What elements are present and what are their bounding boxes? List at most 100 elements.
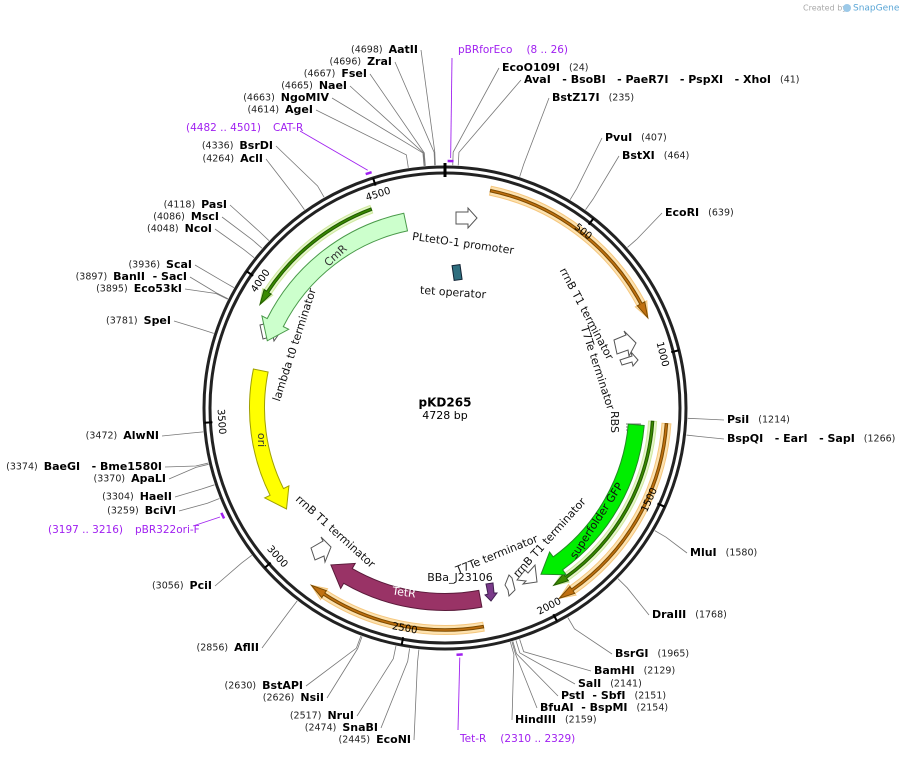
cut-site-line bbox=[420, 49, 436, 166]
enzyme-position: (1214) bbox=[758, 415, 790, 426]
enzyme-position: (2141) bbox=[610, 679, 642, 690]
enzyme-name: AclI bbox=[240, 152, 263, 165]
enzyme-position: (1580) bbox=[726, 548, 758, 559]
terminator-glyph bbox=[504, 574, 516, 598]
enzyme-position: (1965) bbox=[657, 649, 689, 660]
enzyme-name: SpeI bbox=[144, 314, 171, 327]
tick-label: 3500 bbox=[215, 409, 228, 435]
cut-site-line bbox=[184, 288, 228, 300]
enzyme-position: (4698) bbox=[351, 45, 383, 56]
plasmid-size: 4728 bp bbox=[422, 409, 467, 422]
promoter-glyph bbox=[484, 582, 498, 602]
primer-range: (3197 .. 3216) bbox=[48, 524, 123, 536]
cut-site-line bbox=[349, 85, 426, 166]
enzyme-name: SalI bbox=[578, 677, 601, 690]
feature-ori bbox=[249, 368, 290, 510]
enzyme-name: NcoI bbox=[185, 222, 212, 235]
feature-tetr bbox=[330, 562, 483, 611]
enzyme-name: AatII bbox=[389, 43, 418, 56]
enzyme-name: HaeII bbox=[140, 490, 172, 503]
enzyme-name: BstXI bbox=[622, 149, 655, 162]
cut-site-line bbox=[189, 276, 229, 300]
enzyme-name: EcoRI bbox=[665, 206, 699, 219]
track bbox=[259, 207, 373, 306]
enzyme-position: (1266) bbox=[864, 434, 896, 445]
primer-range: (4482 .. 4501) bbox=[186, 122, 261, 134]
credit: Created by SnapGene bbox=[803, 4, 900, 14]
enzyme-position: (2626) bbox=[263, 693, 295, 704]
enzyme-name: EcoNI bbox=[376, 733, 411, 746]
track-glow bbox=[552, 420, 658, 587]
cut-site-line bbox=[275, 145, 325, 198]
cut-site-line bbox=[261, 600, 298, 649]
enzyme-position: (4048) bbox=[147, 224, 179, 235]
cut-site-line bbox=[168, 463, 209, 480]
track-glow bbox=[259, 204, 374, 306]
cut-site-line bbox=[509, 641, 515, 721]
enzyme-name: Eco53kI bbox=[134, 282, 182, 295]
enzyme-name: ApaLI bbox=[131, 472, 166, 485]
cut-site-line bbox=[356, 645, 397, 717]
cut-site-line bbox=[452, 67, 500, 166]
feature-label: RBS bbox=[608, 411, 621, 433]
cut-site-line bbox=[511, 641, 538, 709]
cut-site-line bbox=[569, 137, 603, 200]
enzyme-name: DraIII bbox=[652, 608, 686, 621]
enzyme-position: (3897) bbox=[76, 272, 108, 283]
cut-site-line bbox=[265, 158, 305, 210]
tick-label: 1000 bbox=[654, 341, 671, 368]
tick-mark bbox=[245, 270, 254, 277]
track bbox=[557, 422, 669, 600]
enzyme-name: NgoMIV bbox=[281, 91, 330, 104]
terminator-glyph bbox=[613, 330, 637, 358]
feature-label: tet operator bbox=[420, 284, 487, 302]
cut-site-line bbox=[394, 61, 436, 166]
cut-site-line bbox=[617, 578, 650, 616]
track bbox=[309, 584, 485, 632]
enzyme-position: (3895) bbox=[96, 284, 128, 295]
enzyme-position: (2517) bbox=[290, 711, 322, 722]
cut-site-line bbox=[221, 216, 263, 249]
cut-site-line bbox=[512, 641, 559, 697]
enzyme-position: (41) bbox=[780, 75, 800, 86]
tick-label: 3000 bbox=[264, 544, 289, 570]
enzyme-position: (4663) bbox=[243, 93, 275, 104]
tick-mark bbox=[587, 217, 595, 226]
cut-site-line bbox=[164, 462, 209, 468]
enzyme-position: (3374) bbox=[6, 462, 38, 473]
cut-site-line bbox=[413, 649, 420, 741]
cut-site-line bbox=[315, 109, 409, 168]
enzyme-position: (639) bbox=[708, 208, 734, 219]
enzyme-position: (2856) bbox=[197, 643, 229, 654]
enzyme-position: (464) bbox=[664, 151, 690, 162]
enzyme-position: (3056) bbox=[152, 581, 184, 592]
cut-site-line bbox=[519, 639, 592, 672]
tick-mark bbox=[657, 502, 666, 508]
enzyme-position: (3781) bbox=[106, 316, 138, 327]
cut-site-line bbox=[515, 640, 576, 685]
cut-site-line bbox=[686, 434, 725, 440]
enzyme-name: PciI bbox=[190, 579, 212, 592]
enzyme-name: BstZ17I bbox=[552, 91, 600, 104]
primer-mark bbox=[220, 512, 226, 520]
enzyme-position: (4086) bbox=[153, 212, 185, 223]
enzyme-position: (1768) bbox=[695, 610, 727, 621]
primer-line bbox=[450, 57, 453, 159]
enzyme-name: EcoO109I bbox=[502, 61, 560, 74]
primer-name: Tet-R bbox=[459, 733, 486, 745]
enzyme-position: (3304) bbox=[102, 492, 134, 503]
plasmid-name: pKD265 bbox=[419, 396, 472, 410]
enzyme-position: (2129) bbox=[644, 666, 676, 677]
enzyme-position: (4696) bbox=[329, 57, 361, 68]
enzyme-name: PstI - SbfI bbox=[561, 689, 626, 702]
enzyme-position: (4665) bbox=[281, 81, 313, 92]
enzyme-position: (4336) bbox=[202, 141, 234, 152]
cut-site-line bbox=[229, 204, 270, 241]
track bbox=[552, 420, 655, 587]
cut-site-line bbox=[369, 73, 426, 166]
cut-site-line bbox=[174, 484, 215, 498]
cut-site-line bbox=[326, 636, 363, 699]
track-glow bbox=[488, 185, 649, 319]
enzyme-position: (3936) bbox=[128, 260, 160, 271]
tick-mark bbox=[372, 177, 377, 186]
